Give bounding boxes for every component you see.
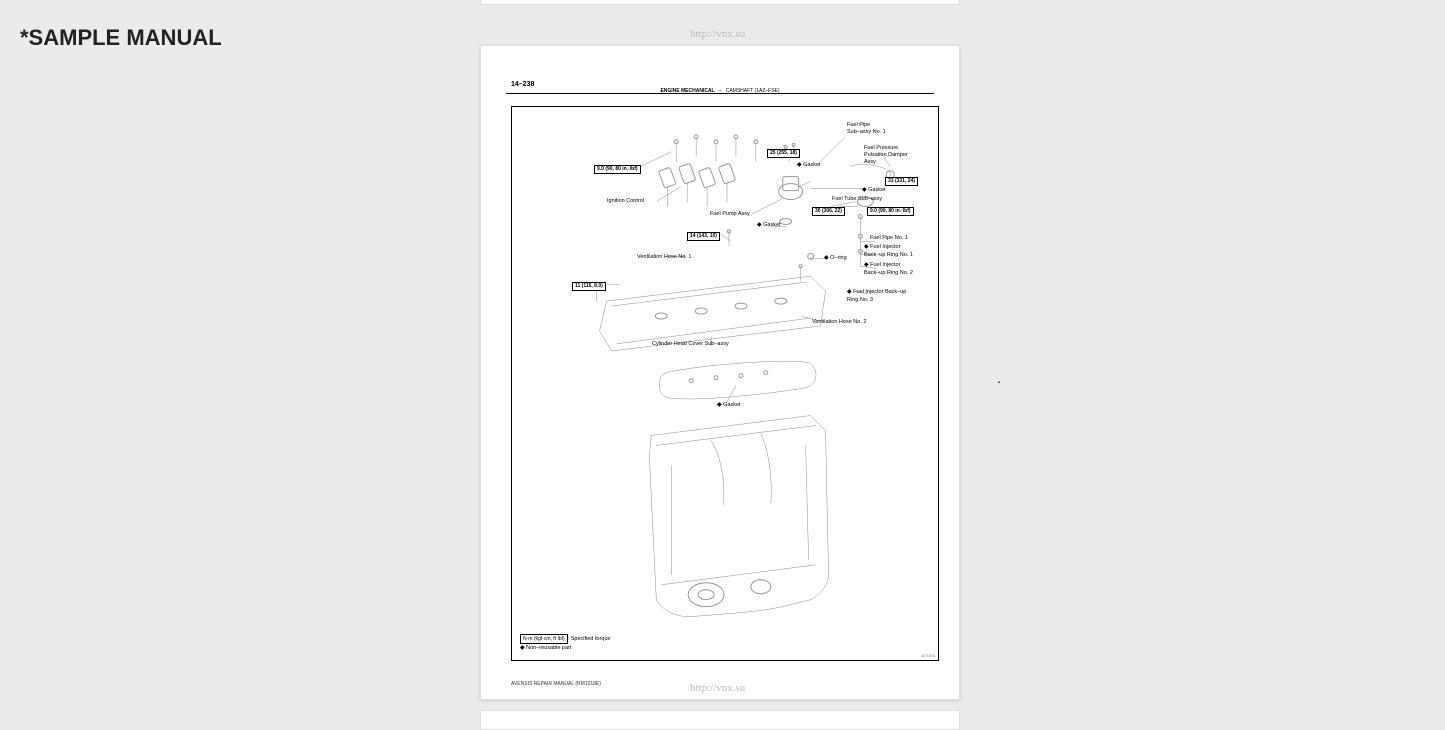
label-gasket-1: ◆ Gasket [797, 162, 821, 170]
page-number: 14–238 [511, 81, 534, 88]
header-rule [506, 93, 934, 94]
torque-7: 11 (115, 8.0) [572, 282, 606, 291]
torque-3: 33 (331, 24) [885, 177, 918, 186]
next-page-edge [480, 710, 960, 730]
figure-id: A77374 [921, 653, 935, 658]
legend: N·m (kgf·cm, ft·lbf): Specified torque ◆… [520, 634, 610, 654]
diagram-frame: Fuel Pipe Sub–assy No. 1 Fuel Pressure P… [511, 106, 939, 661]
label-fuel-pipe-sub: Fuel Pipe Sub–assy No. 1 [847, 122, 886, 136]
label-fuel-tube-sub: Fuel Tube Sub–assy [832, 196, 882, 203]
label-cyl-head-cover: Cylinder Head Cover Sub–assy [652, 341, 729, 348]
page-footer: AVENSIS REPAIR MANUAL (RM1018E) [511, 681, 601, 687]
label-vent-hose-2: Ventilation Hose No. 2 [812, 319, 866, 326]
label-gasket-2: ◆ Gasket [862, 187, 886, 195]
stray-dot: . [997, 370, 1001, 386]
legend-torque: N·m (kgf·cm, ft·lbf): Specified torque [520, 634, 610, 644]
sample-manual-label: *SAMPLE MANUAL [20, 25, 222, 51]
torque-2: 25 (255, 18) [767, 149, 800, 158]
torque-4: 30 (306, 22) [812, 207, 845, 216]
manual-page: 14–238 ENGINE MECHANICAL – CAMSHAFT (1AZ… [480, 45, 960, 700]
label-fuel-inj-ring2: ◆ Fuel Injector Back–up Ring No. 2 [864, 262, 913, 277]
watermark-url-bottom: http://vnx.su [690, 682, 745, 694]
label-fuel-pipe-1: Fuel Pipe No. 1 [870, 235, 908, 242]
torque-6: 14 (143, 10) [687, 232, 720, 241]
label-oring: ◆ O–ring [824, 255, 847, 263]
page-content: 14–238 ENGINE MECHANICAL – CAMSHAFT (1AZ… [481, 46, 959, 699]
legend-nonreusable: ◆ Non–reusable part [520, 644, 610, 654]
torque-1: 9.0 (90, 80 in.·lbf) [594, 165, 641, 174]
torque-5: 9.0 (90, 80 in.·lbf) [867, 207, 914, 216]
label-fuel-inj-ring3: ◆ Fuel Injector Back–up Ring No. 3 [847, 289, 906, 304]
label-fuel-inj-ring1: ◆ Fuel Injector Back–up Ring No. 1 [864, 244, 913, 259]
label-fuel-pump-assy: Fuel Pump Assy [710, 211, 750, 218]
prev-page-edge [480, 0, 960, 5]
label-gasket-4: ◆ Gasket [717, 402, 741, 410]
label-fuel-pressure-damper: Fuel Pressure Pulsation Damper Assy [864, 145, 908, 166]
label-vent-hose-1: Ventilation Hose No. 1 [637, 254, 691, 261]
label-gasket-3: ◆ Gasket [757, 222, 781, 230]
watermark-url-top: http://vnx.su [690, 28, 745, 40]
label-ignition-control: Ignition Control [607, 198, 644, 205]
